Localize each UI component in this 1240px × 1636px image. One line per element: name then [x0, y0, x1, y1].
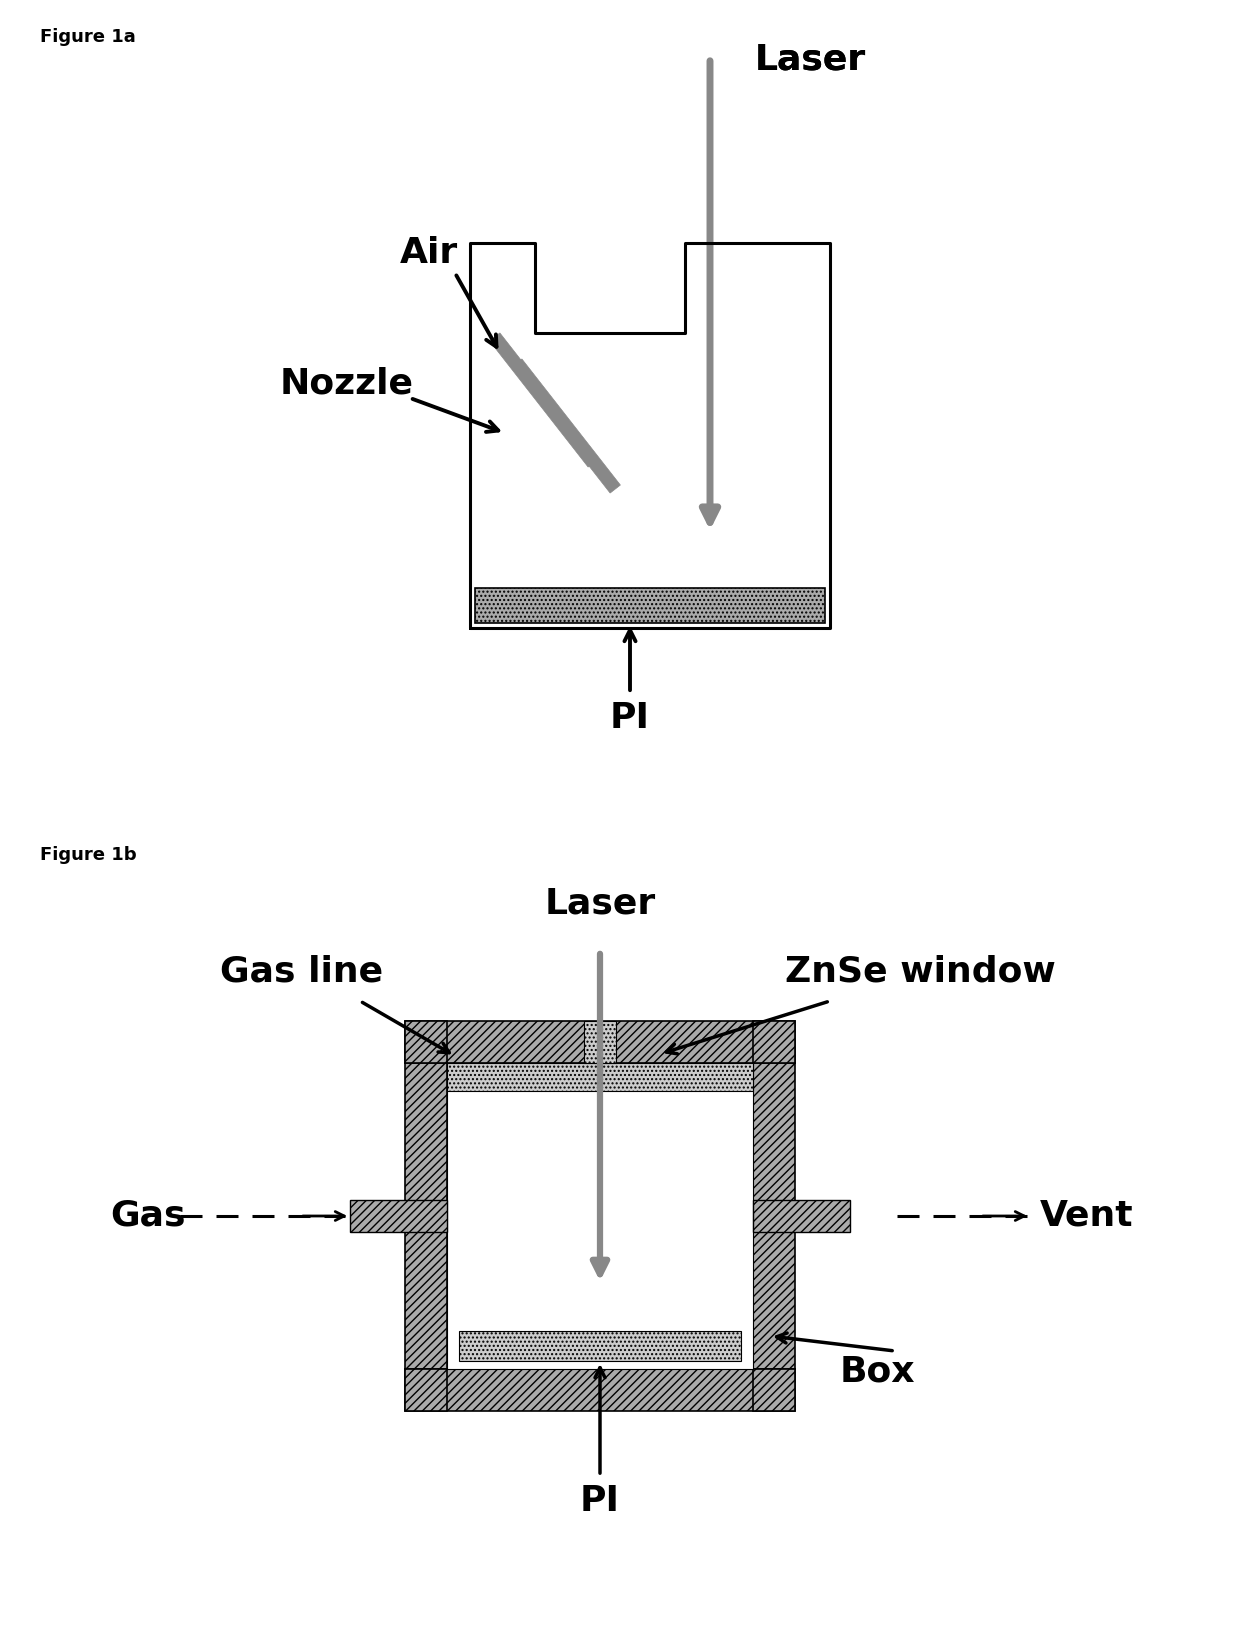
Bar: [405, 1063, 446, 1369]
Text: Nozzle: Nozzle: [280, 366, 414, 399]
Text: PI: PI: [580, 1484, 620, 1518]
Text: Gas line: Gas line: [219, 954, 383, 988]
Polygon shape: [512, 358, 620, 492]
Text: Gas: Gas: [110, 1199, 186, 1234]
Bar: [753, 1063, 795, 1369]
Text: Air: Air: [401, 236, 459, 270]
Bar: [753, 1199, 849, 1232]
Text: Box: Box: [839, 1355, 915, 1387]
Text: ZnSe window: ZnSe window: [785, 954, 1055, 988]
Text: Figure 1b: Figure 1b: [40, 846, 136, 864]
Bar: [459, 1332, 742, 1361]
Bar: [405, 1021, 446, 1063]
Bar: [446, 1063, 753, 1091]
Bar: [405, 1369, 795, 1410]
Bar: [753, 1369, 795, 1410]
Bar: [475, 587, 825, 623]
Bar: [584, 1021, 616, 1063]
Polygon shape: [490, 334, 599, 466]
Text: Laser: Laser: [755, 43, 867, 77]
Bar: [753, 1021, 795, 1063]
Text: Laser: Laser: [544, 887, 656, 919]
Text: Laser: Laser: [755, 43, 867, 77]
Text: PI: PI: [610, 700, 650, 735]
Bar: [446, 1063, 753, 1369]
Text: Vent: Vent: [1040, 1199, 1133, 1234]
Bar: [405, 1021, 795, 1063]
Bar: [350, 1199, 446, 1232]
Bar: [405, 1369, 446, 1410]
Text: Figure 1a: Figure 1a: [40, 28, 135, 46]
